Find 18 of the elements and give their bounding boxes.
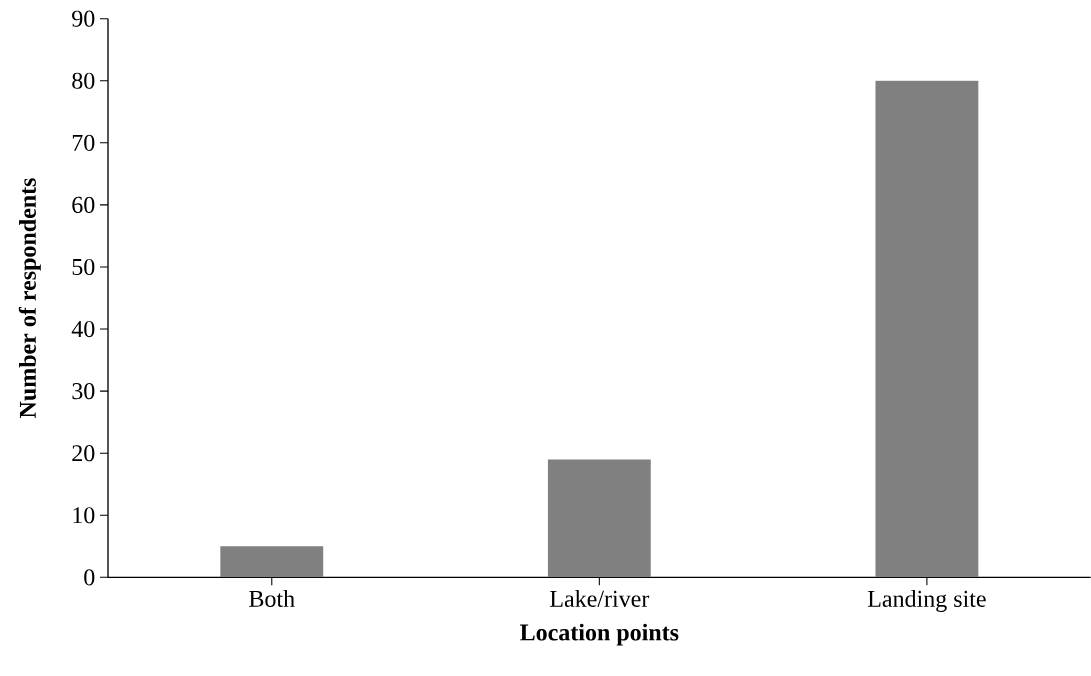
bar <box>220 546 324 578</box>
y-axis-title: Number of respondents <box>18 178 41 418</box>
y-tick-label: 60 <box>72 196 95 213</box>
y-tick-label: 40 <box>71 320 95 338</box>
y-tick-label: 30 <box>72 383 95 400</box>
x-tick-label: Both <box>249 590 295 607</box>
y-tick-label: 20 <box>72 445 95 462</box>
y-tick-label: 70 <box>72 134 95 151</box>
y-tick-label: 50 <box>72 258 95 276</box>
y-tick-label: 80 <box>72 72 95 89</box>
x-tick-label: Landing site <box>867 590 986 612</box>
y-tick-label: 0 <box>84 569 95 586</box>
y-tick-label: 90 <box>72 10 95 27</box>
x-tick-label: Lake/river <box>550 590 650 607</box>
y-tick-label: 10 <box>73 507 95 524</box>
bar <box>547 459 651 578</box>
bar <box>875 80 979 578</box>
x-axis-title: Location points <box>520 623 679 646</box>
